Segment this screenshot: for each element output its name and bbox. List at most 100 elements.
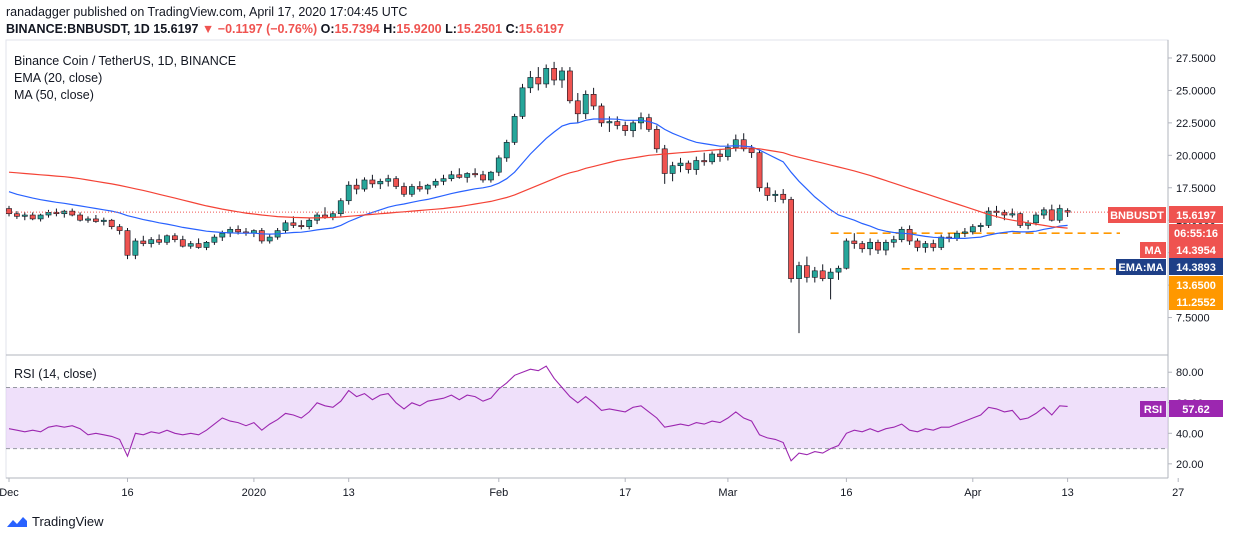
candle-body [195,243,202,248]
candle [480,170,486,183]
candle [906,225,913,245]
candle-body [748,148,755,154]
candle [298,220,305,230]
candle-body [377,180,384,185]
candle [148,237,155,248]
legend-ma: MA (50, close) [14,88,94,102]
candle [622,121,629,136]
time-tick-label: Apr [964,487,981,499]
ma-50-line [8,147,1068,229]
candle [669,161,676,182]
candle-body [867,241,873,250]
candle [53,208,60,217]
candle-body [401,186,407,195]
candle [266,234,273,244]
candle [511,113,518,145]
price-labels: BNBUSDT 15.6197 06:55:16 MA 14.3954 EMA:… [1108,206,1223,417]
candle-body [416,186,423,190]
candle-body [693,160,700,170]
candle-body [1001,212,1008,216]
candle [211,234,218,245]
candle [187,240,194,249]
candle [282,220,289,234]
open-value: 15.7394 [334,22,380,36]
time-tick-label: Mar [718,487,737,499]
last-price-label: 15.6197 [1176,210,1216,222]
candle-body [954,232,960,239]
low-value: 15.2501 [456,22,503,36]
candle-body [77,214,83,221]
candle [164,234,170,245]
price-change: −0.1197 (−0.76%) [217,22,318,36]
candle-body [424,184,431,190]
candle [772,190,779,203]
candle-body [788,199,794,279]
candle [890,235,897,248]
level-2-label: 11.2552 [1176,297,1215,309]
low-label: L: [445,22,457,36]
candle [132,238,139,260]
candle [203,240,210,251]
candle [630,120,636,138]
candle-body [1017,213,1024,226]
time-tick-label: 13 [343,487,355,499]
candle [559,67,565,88]
candle [693,156,700,175]
candle-body [969,226,976,233]
candle-body [519,87,526,117]
candle-body [756,152,763,189]
candle [519,83,526,119]
candle-body [408,186,415,195]
candle [306,217,313,230]
candle-body [598,105,605,124]
candle-body [1033,214,1039,224]
candle [1041,207,1047,219]
candle-body [93,218,99,222]
high-value: 15.9200 [396,22,442,36]
candle-body [898,228,905,240]
candle [661,144,668,184]
candle [1048,204,1055,222]
candle [401,182,407,197]
time-tick-label: Feb [489,487,508,499]
candle-body [203,241,210,248]
candle-body [235,228,241,233]
candle-body [606,121,613,124]
candle-body [717,153,723,157]
candle-body [132,240,139,256]
candle-body [495,157,502,173]
candle [717,148,723,162]
candle-body [574,100,581,115]
candle [566,67,573,104]
candle [954,230,960,241]
candle [788,196,794,283]
tradingview-logo[interactable]: TradingView [6,514,104,529]
candle [124,228,131,260]
candle [977,222,984,232]
candle [258,228,265,244]
candle-body [393,178,399,187]
candle [764,182,771,201]
time-tick-label: 17 [619,487,631,499]
candle-body [156,239,162,243]
candle-body [843,240,850,269]
candle-body [456,174,463,178]
candle [416,181,423,192]
candle [969,224,976,235]
candle [37,213,44,222]
candle-body [819,270,826,279]
time-tick-label: 27 [1172,487,1184,499]
candle-body [914,240,921,248]
candle-body [100,219,107,222]
time-tick-label: 16 [121,487,133,499]
candle-body [653,129,660,150]
ma-tag-bg [1140,242,1166,258]
candle-body [985,210,992,226]
candle [329,211,336,221]
candle [195,238,202,249]
candle-body [164,235,170,243]
candle [14,211,20,219]
candle [1009,208,1016,218]
